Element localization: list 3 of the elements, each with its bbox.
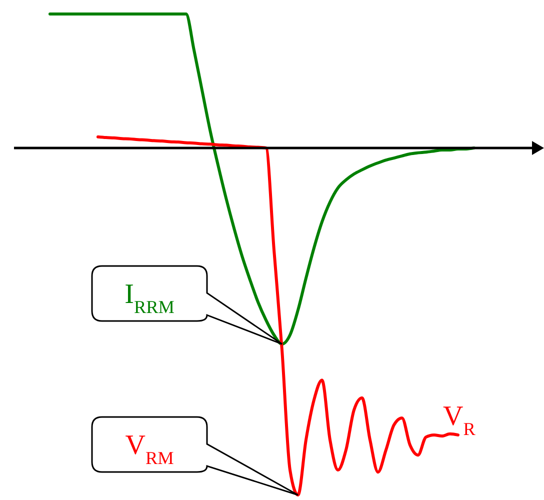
series-label: V$_{R}$ — [443, 400, 476, 439]
annotation: I$_{RRM}$ — [124, 279, 174, 318]
annotation: V$_{RM}$ — [125, 430, 174, 468]
